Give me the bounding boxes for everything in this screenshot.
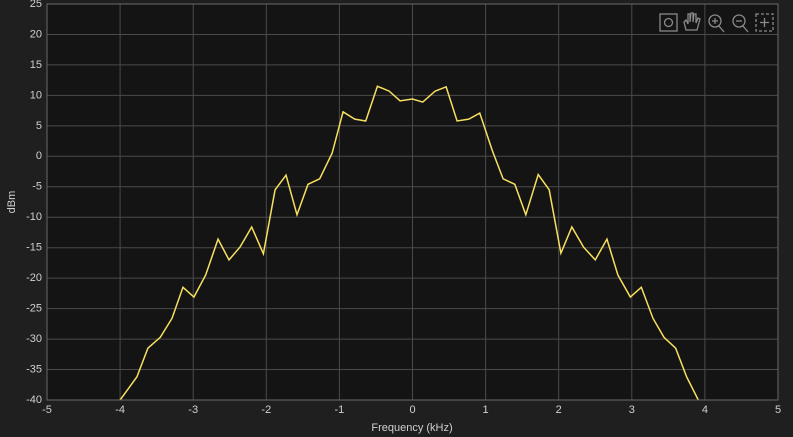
x-tick-label: 5 (775, 404, 781, 416)
lines (119, 85, 699, 401)
y-tick-label: 15 (30, 59, 42, 71)
y-tick-label: 25 (30, 0, 42, 10)
y-tick-label: -10 (26, 211, 42, 223)
data-line (119, 85, 699, 401)
y-tick-label: -40 (26, 394, 42, 406)
x-tick-label: -5 (42, 404, 52, 416)
x-tick-label: -2 (261, 404, 271, 416)
x-tick-label: 3 (629, 404, 635, 416)
autoscale-button[interactable] (755, 13, 774, 32)
zoom-out-button[interactable] (732, 14, 749, 33)
x-tick-label: 1 (483, 404, 489, 416)
y-tick-label: -15 (26, 242, 42, 254)
x-tick-label: 0 (409, 404, 415, 416)
x-tick-label: -1 (335, 404, 345, 416)
zoom-restore-button[interactable] (659, 13, 678, 32)
y-tick-label: -30 (26, 333, 42, 345)
y-tick-label: -35 (26, 363, 42, 375)
x-tick-label: -4 (115, 404, 125, 416)
x-tick-label: 2 (556, 404, 562, 416)
x-tick-label: -3 (188, 404, 198, 416)
y-tick-label: -20 (26, 272, 42, 284)
x-axis-label: Frequency (kHz) (371, 422, 452, 434)
y-axis-label: dBm (6, 191, 18, 214)
plot-border (46, 3, 779, 401)
y-tick-label: -5 (32, 181, 42, 193)
toolbar (659, 12, 774, 33)
y-tick-label: -25 (26, 303, 42, 315)
y-tick-label: 5 (36, 120, 42, 132)
y-tick-label: 10 (30, 89, 42, 101)
y-tick-label: 0 (36, 150, 42, 162)
x-tick-label: 4 (702, 404, 708, 416)
zoom-in-button[interactable] (708, 14, 725, 33)
pan-button[interactable] (683, 12, 701, 31)
y-tick-label: 20 (30, 28, 42, 40)
